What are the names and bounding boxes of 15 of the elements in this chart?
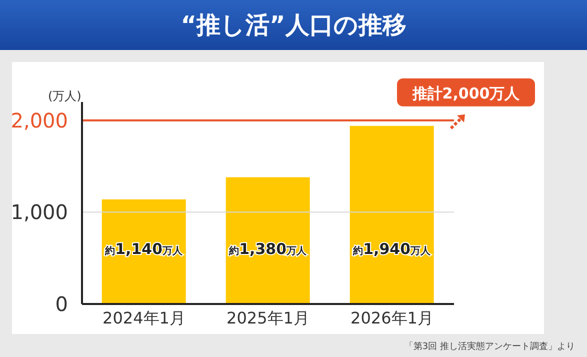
bar (226, 177, 310, 304)
data-label: 約1,140万人 (104, 240, 184, 258)
ref-line-label: 推計2,000万人 (411, 84, 521, 102)
y-tick-label: 2,000 (10, 108, 68, 132)
data-label: 約1,940万人 (352, 240, 432, 258)
y-tick-label: 1,000 (10, 200, 68, 224)
x-tick-label: 2025年1月 (226, 308, 310, 328)
data-label: 約1,380万人 (228, 240, 308, 258)
x-tick-label: 2026年1月 (350, 308, 434, 328)
chart-title: “推し活”人口の推移 (0, 0, 587, 50)
y-axis-title: (万人) (48, 88, 82, 105)
bar (350, 126, 434, 304)
text: 「第3回 推し活実態アンケート調査」より (404, 340, 575, 353)
y-tick-label: 0 (55, 292, 68, 316)
x-tick-label: 2024年1月 (102, 308, 186, 328)
